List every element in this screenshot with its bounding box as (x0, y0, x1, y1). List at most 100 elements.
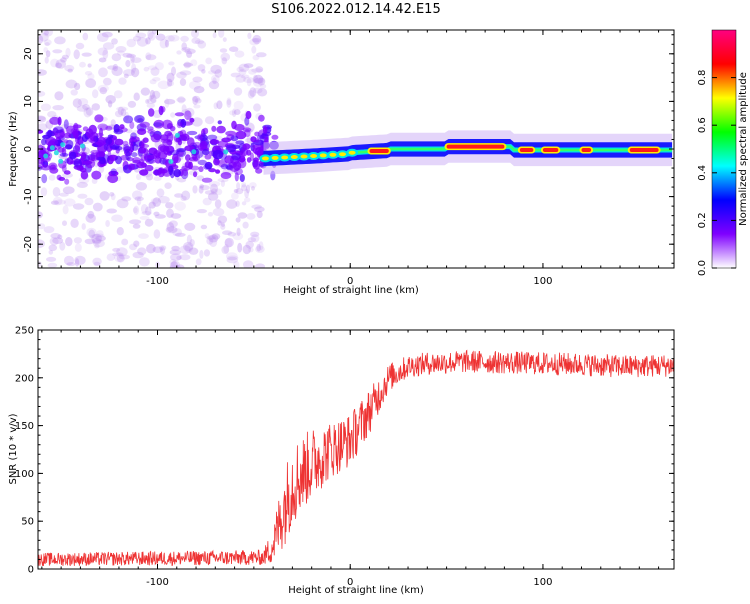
spectrogram-scatter-blob (252, 77, 263, 87)
spectrogram-scatter-blob (223, 244, 229, 254)
spectrogram-strong-segment (446, 144, 505, 149)
spectrogram-scatter-blob (179, 70, 192, 76)
spectrogram-core-blob (169, 150, 180, 156)
spectrogram-scatter-blob (242, 244, 251, 255)
spectrogram-scatter-blob (210, 188, 218, 195)
spectrogram-scatter-blob (246, 213, 256, 220)
spectrogram-scatter-blob (57, 234, 63, 240)
spectrogram-band-blob-core (329, 152, 337, 157)
spectrogram-scatter-blob (251, 185, 255, 191)
spectrogram-scatter-blob (236, 227, 241, 237)
spectrogram-scatter-blob (143, 66, 149, 72)
spectrogram-scatter-blob (132, 207, 138, 214)
spectrogram-core-blob (139, 169, 149, 176)
spectrogram-scatter-blob (102, 42, 115, 50)
spectrogram-core-blob (231, 120, 237, 130)
spectrogram-scatter-blob (87, 210, 95, 219)
spectrogram-scatter-blob (248, 68, 257, 75)
colorbar-tick-label: 0.8 (697, 70, 708, 86)
spectrogram-core-blob (225, 144, 237, 153)
spectrogram-scatter-blob (145, 54, 157, 61)
spectrogram-scatter-blob (77, 193, 88, 199)
spectrogram-scatter-blob (157, 80, 170, 90)
spectrogram-cyan-spot (80, 143, 85, 149)
spectrogram-core-blob (188, 156, 199, 162)
spectrogram-scatter-blob (210, 64, 222, 74)
colorbar: 0.0 0.2 0.4 0.6 0.8 Normalized spectral ampl… (697, 29, 749, 276)
spectrogram-core-blob (254, 137, 260, 143)
spectrogram-core-blob (211, 125, 217, 132)
spectrogram-scatter-blob (238, 63, 250, 72)
spectrogram-scatter-blob (114, 110, 123, 118)
spectrogram-scatter-blob (129, 219, 142, 225)
spectrogram-core-blob (231, 152, 241, 161)
spectrogram-scatter-blob (116, 227, 124, 236)
spectrogram-core-blob (137, 118, 144, 123)
spectrogram-scatter-blob (226, 199, 238, 209)
spectrogram-scatter-blob (38, 115, 46, 121)
spectrogram-scatter-blob (129, 243, 138, 251)
spectrogram-scatter-blob (43, 47, 48, 53)
colorbar-gradient (711, 29, 737, 269)
spectrogram-core-blob (87, 154, 99, 161)
spectrogram-scatter-blob (87, 73, 95, 80)
spectrogram-scatter-blob (170, 112, 176, 118)
spectrogram-y-tick-label: 20 (23, 47, 34, 60)
spectrogram-scatter-blob (201, 69, 206, 74)
spectrogram-scatter-blob (204, 233, 210, 239)
spectrogram-scatter-blob (38, 211, 43, 219)
spectrogram-scatter-blob (229, 110, 236, 116)
spectrogram-scatter-blob (112, 63, 119, 72)
spectrogram-core-blob (58, 176, 66, 181)
spectrogram-scatter-blob (249, 182, 257, 189)
spectrogram-cyan-spot (43, 153, 49, 159)
spectrogram-core-blob (198, 166, 204, 173)
spectrogram-scatter-blob (158, 196, 170, 204)
spectrogram-y-tick-label: -10 (23, 188, 34, 204)
spectrogram-scatter-blob (116, 106, 129, 112)
spectrogram-scatter-blob (247, 32, 252, 39)
spectrogram-scatter-blob (246, 78, 252, 87)
snr-x-tick-label: 100 (533, 577, 552, 588)
spectrogram-scatter-blob (63, 255, 75, 266)
spectrogram-scatter-blob (47, 111, 57, 118)
spectrogram-core-blob (107, 174, 119, 184)
spectrogram-scatter-blob (145, 52, 152, 61)
spectrogram-scatter-blob (49, 237, 59, 246)
spectrogram-scatter-blob (97, 32, 109, 42)
spectrogram-scatter-blob (224, 237, 234, 248)
spectrogram-scatter-blob (236, 66, 244, 73)
spectrogram-core-blob (138, 147, 147, 154)
spectrogram-scatter-blob (212, 77, 217, 85)
spectrogram-scatter-blob (38, 223, 46, 230)
spectrogram-scatter-blob (212, 32, 217, 39)
spectrogram-scatter-blob (226, 256, 238, 264)
spectrogram-scatter-blob (64, 64, 75, 72)
spectrogram-core-blob (207, 134, 218, 141)
spectrogram-scatter-blob (133, 240, 140, 247)
spectrogram-scatter-blob (233, 109, 241, 115)
spectrogram-core-blob (40, 164, 52, 171)
spectrogram-scatter-blob (220, 179, 225, 187)
spectrogram-scatter-blob (226, 99, 232, 108)
spectrogram-scatter-blob (237, 242, 243, 253)
spectrogram-scatter-blob (122, 52, 133, 58)
spectrogram-core-blob (122, 140, 129, 147)
spectrogram-scatter-blob (255, 245, 265, 253)
spectrogram-scatter-blob (85, 213, 96, 223)
spectrogram-core-blob (271, 134, 279, 140)
spectrogram-scatter-blob (96, 230, 104, 237)
spectrogram-scatter-blob (207, 212, 214, 217)
spectrogram-scatter-blob (166, 222, 175, 233)
spectrogram-core-blob (168, 165, 174, 176)
spectrogram-core-blob (87, 133, 97, 143)
spectrogram-core-blob (159, 157, 167, 165)
spectrogram-scatter-blob (176, 264, 185, 268)
spectrogram-scatter-blob (248, 247, 254, 253)
spectrogram-scatter-blob (74, 243, 82, 252)
spectrogram-scatter-blob (160, 246, 165, 255)
spectrogram-scatter-blob (38, 123, 48, 131)
spectrogram-core-blob (63, 170, 71, 175)
spectrogram-scatter-blob (149, 79, 157, 85)
spectrogram-scatter-blob (77, 98, 89, 107)
